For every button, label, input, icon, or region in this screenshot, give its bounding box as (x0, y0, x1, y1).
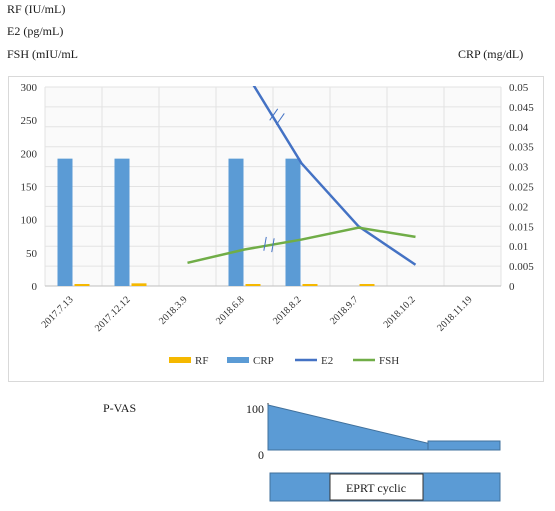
right-tick-label: 0.01 (509, 241, 528, 253)
bar-crp (228, 158, 244, 286)
left-tick-label: 0 (32, 281, 38, 293)
bar-crp (57, 158, 73, 286)
pvas-decline-area (267, 404, 457, 451)
right-tick-label: 0.04 (509, 122, 529, 134)
right-tick-label: 0.005 (509, 261, 534, 273)
legend-item-fsh: FSH (353, 355, 399, 367)
axis-break-tick (271, 238, 275, 253)
legend-item-crp: CRP (227, 355, 274, 367)
bar-rf (359, 284, 375, 286)
pvas-ymax-label: 100 (246, 402, 264, 416)
right-tick-label: 0.015 (509, 221, 534, 233)
right-tick-label: 0.025 (509, 182, 534, 194)
right-tick-label: 0 (509, 281, 515, 293)
chart-area: 0 50 100 150 200 250 300 0 0.005 0.01 0.015 0.02 0.0… (8, 76, 544, 382)
right-tick-label: 0.045 (509, 102, 534, 114)
combo-chart: 0 50 100 150 200 250 300 0 0.005 0.01 0.015 0.02 0.0… (21, 82, 535, 367)
legend-item-e2: E2 (295, 355, 333, 367)
line-e2 (252, 86, 417, 266)
left-tick-label: 150 (21, 182, 38, 194)
left-tick-label: 300 (21, 82, 38, 94)
bar-rf (74, 284, 90, 286)
axis-break-tick (269, 108, 279, 121)
axis-break-tick (275, 113, 285, 126)
legend-item-rf: RF (169, 355, 208, 367)
axis-break-mark (269, 108, 285, 126)
legend-label: FSH (379, 355, 399, 367)
plot-area (44, 86, 502, 287)
legend-label: CRP (253, 355, 274, 367)
left-tick-label: 250 (21, 115, 38, 127)
bar-rf (302, 284, 318, 286)
line-fsh (187, 226, 416, 265)
e2-unit-label: E2 (pg/mL) (7, 24, 64, 38)
bar-crp (285, 158, 301, 286)
eprt-label-box (329, 473, 424, 501)
legend-swatch (169, 357, 191, 363)
pvas-ymin-label: 0 (258, 448, 264, 462)
right-tick-label: 0.035 (509, 142, 534, 154)
legend-label: E2 (321, 355, 333, 367)
rf-unit-label: RF (IU/mL) (7, 2, 66, 16)
axis-break-tick (263, 236, 267, 251)
axis-break-mark (263, 236, 275, 253)
right-tick-label: 0.05 (509, 82, 529, 94)
bar-crp (114, 158, 130, 286)
crp-unit-label: CRP (mg/dL) (458, 47, 524, 61)
legend-swatch (227, 357, 249, 363)
left-tick-label: 50 (26, 248, 38, 260)
right-tick-label: 0.02 (509, 201, 528, 213)
bar-rf (245, 284, 261, 286)
left-tick-label: 200 (21, 148, 38, 160)
right-tick-label: 0.03 (509, 162, 529, 174)
bar-rf (131, 283, 147, 286)
line-series-group (187, 86, 417, 266)
fsh-unit-label: FSH (mIU/mL (7, 47, 79, 61)
eprt-label: EPRT cyclic (346, 481, 406, 495)
left-tick-label: 100 (21, 215, 38, 227)
legend-label: RF (195, 355, 208, 367)
pvas-label: P-VAS (103, 401, 137, 415)
pvas-baseline-bar (427, 440, 501, 451)
